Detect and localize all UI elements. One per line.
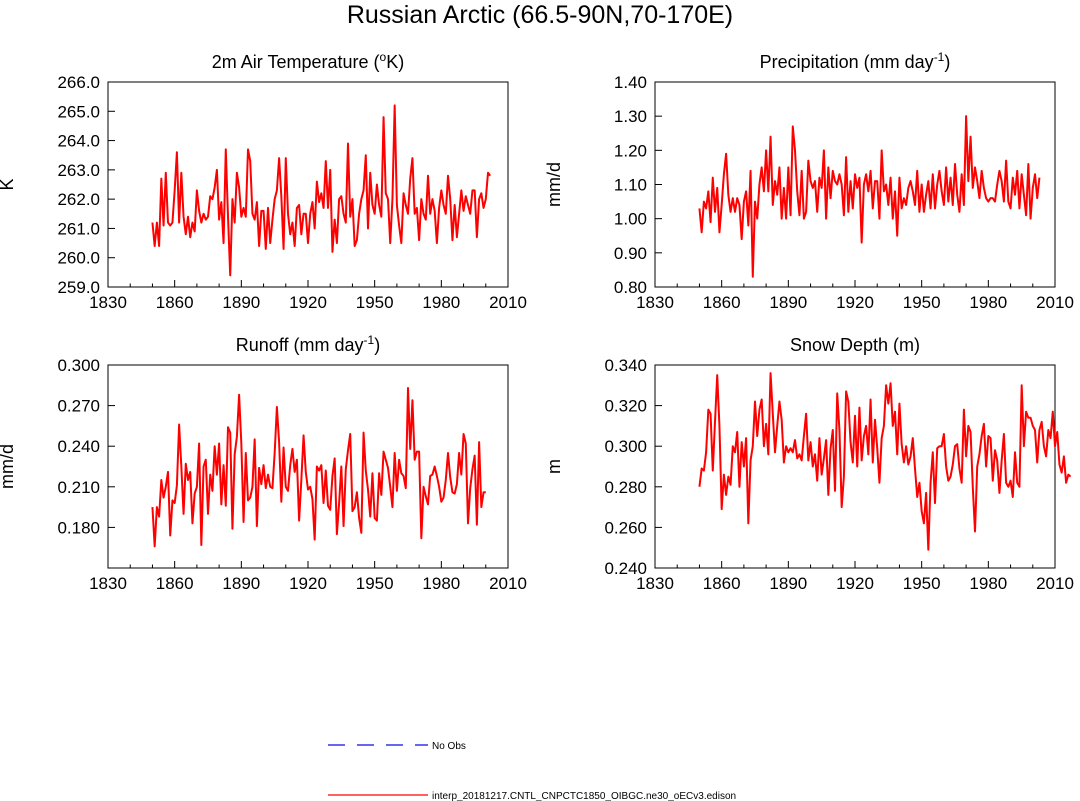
panel-snow-depth: Snow Depth (m) m 1830 1860 1890 1920 1950 1980 2…	[544, 335, 1074, 593]
precipitation-y-tick-label: 1.40	[614, 73, 647, 92]
runoff-plot-frame	[107, 364, 509, 569]
runoff-x-tick-label: 1830	[89, 574, 127, 593]
runoff-x-tick-label: 2010	[489, 574, 527, 593]
air-temperature-y-axis-label: K	[0, 178, 17, 190]
snow-depth-series-line	[698, 372, 1072, 551]
panel-precipitation: Precipitation (mm day-1) mm/d 1830 1860 1890…	[544, 50, 1074, 312]
snow-depth-y-tick-label: 0.300	[604, 437, 647, 456]
snow-depth-title: Snow Depth (m)	[790, 335, 920, 355]
snow-depth-y-tick-label: 0.240	[604, 559, 647, 578]
precipitation-title: Precipitation (mm day-1)	[760, 50, 951, 72]
snow-depth-x-tick-label: 2010	[1036, 574, 1074, 593]
precipitation-x-tick-label: 1830	[636, 293, 674, 312]
air-temperature-y-tick-label: 265.0	[57, 102, 100, 121]
snow-depth-x-tick-label: 1920	[836, 574, 874, 593]
air-temperature-x-tick-label: 1860	[156, 293, 194, 312]
air-temperature-series-line	[151, 104, 492, 277]
precipitation-y-tick-label: 0.80	[614, 278, 647, 297]
precipitation-x-tick-label: 1890	[769, 293, 807, 312]
runoff-x-tick-label: 1860	[156, 574, 194, 593]
snow-depth-y-tick-label: 0.340	[604, 356, 647, 375]
air-temperature-x-tick-label: 1950	[356, 293, 394, 312]
legend-label-no-obs: No Obs	[432, 741, 466, 752]
runoff-y-tick-label: 0.270	[57, 397, 100, 416]
air-temperature-y-tick-label: 259.0	[57, 278, 100, 297]
runoff-x-tick-label: 1920	[289, 574, 327, 593]
panel-runoff: Runoff (mm day-1) mm/d 1830 1860 1890 1920 195…	[0, 333, 527, 593]
snow-depth-y-tick-label: 0.320	[604, 397, 647, 416]
runoff-x-tick-label: 1950	[356, 574, 394, 593]
runoff-x-tick-label: 1980	[422, 574, 460, 593]
runoff-y-tick-label: 0.240	[57, 437, 100, 456]
air-temperature-x-tick-label: 1980	[422, 293, 460, 312]
snow-depth-x-tick-label: 1860	[703, 574, 741, 593]
air-temperature-x-tick-label: 2010	[489, 293, 527, 312]
precipitation-y-tick-label: 1.10	[614, 176, 647, 195]
snow-depth-y-tick-label: 0.280	[604, 478, 647, 497]
figure-title: Russian Arctic (66.5-90N,70-170E)	[347, 1, 733, 29]
air-temperature-title: 2m Air Temperature (oK)	[212, 50, 404, 72]
precipitation-y-tick-label: 0.90	[614, 244, 647, 263]
air-temperature-y-tick-label: 262.0	[57, 190, 100, 209]
legend-label-model-run: interp_20181217.CNTL_CNPCTC1850_OIBGC.ne…	[432, 791, 736, 801]
legend: No Obs interp_20181217.CNTL_CNPCTC1850_O…	[328, 741, 736, 801]
precipitation-y-tick-label: 1.00	[614, 210, 647, 229]
runoff-title: Runoff (mm day-1)	[236, 333, 380, 355]
snow-depth-plot-frame	[654, 364, 1056, 569]
runoff-y-axis-label: mm/d	[0, 444, 17, 489]
air-temperature-x-tick-label: 1890	[222, 293, 260, 312]
panel-air-temperature: 2m Air Temperature (oK) K 1830 1860 1890 1920…	[0, 50, 527, 312]
air-temperature-x-tick-label: 1920	[289, 293, 327, 312]
snow-depth-x-tick-label: 1830	[636, 574, 674, 593]
runoff-x-tick-label: 1890	[222, 574, 260, 593]
snow-depth-x-tick-label: 1890	[769, 574, 807, 593]
precipitation-x-tick-label: 1920	[836, 293, 874, 312]
precipitation-x-tick-label: 1950	[903, 293, 941, 312]
snow-depth-x-tick-label: 1980	[969, 574, 1007, 593]
precipitation-y-axis-label: mm/d	[544, 162, 564, 207]
precipitation-y-tick-label: 1.30	[614, 107, 647, 126]
panels: 2m Air Temperature (oK) K 1830 1860 1890 1920…	[0, 50, 1074, 593]
precipitation-x-tick-label: 1860	[703, 293, 741, 312]
snow-depth-y-axis-label: m	[544, 459, 564, 474]
air-temperature-y-tick-label: 264.0	[57, 132, 100, 151]
runoff-series-line	[151, 387, 486, 548]
snow-depth-y-tick-label: 0.260	[604, 518, 647, 537]
air-temperature-y-tick-label: 266.0	[57, 73, 100, 92]
precipitation-series-line	[698, 115, 1041, 278]
air-temperature-y-tick-label: 260.0	[57, 249, 100, 268]
precipitation-x-tick-label: 2010	[1036, 293, 1074, 312]
runoff-y-tick-label: 0.180	[57, 518, 100, 537]
air-temperature-y-tick-label: 263.0	[57, 161, 100, 180]
air-temperature-y-tick-label: 261.0	[57, 219, 100, 238]
snow-depth-x-tick-label: 1950	[903, 574, 941, 593]
runoff-y-tick-label: 0.210	[57, 478, 100, 497]
runoff-y-tick-label: 0.300	[57, 356, 100, 375]
precipitation-x-tick-label: 1980	[969, 293, 1007, 312]
precipitation-y-tick-label: 1.20	[614, 141, 647, 160]
air-temperature-x-tick-label: 1830	[89, 293, 127, 312]
